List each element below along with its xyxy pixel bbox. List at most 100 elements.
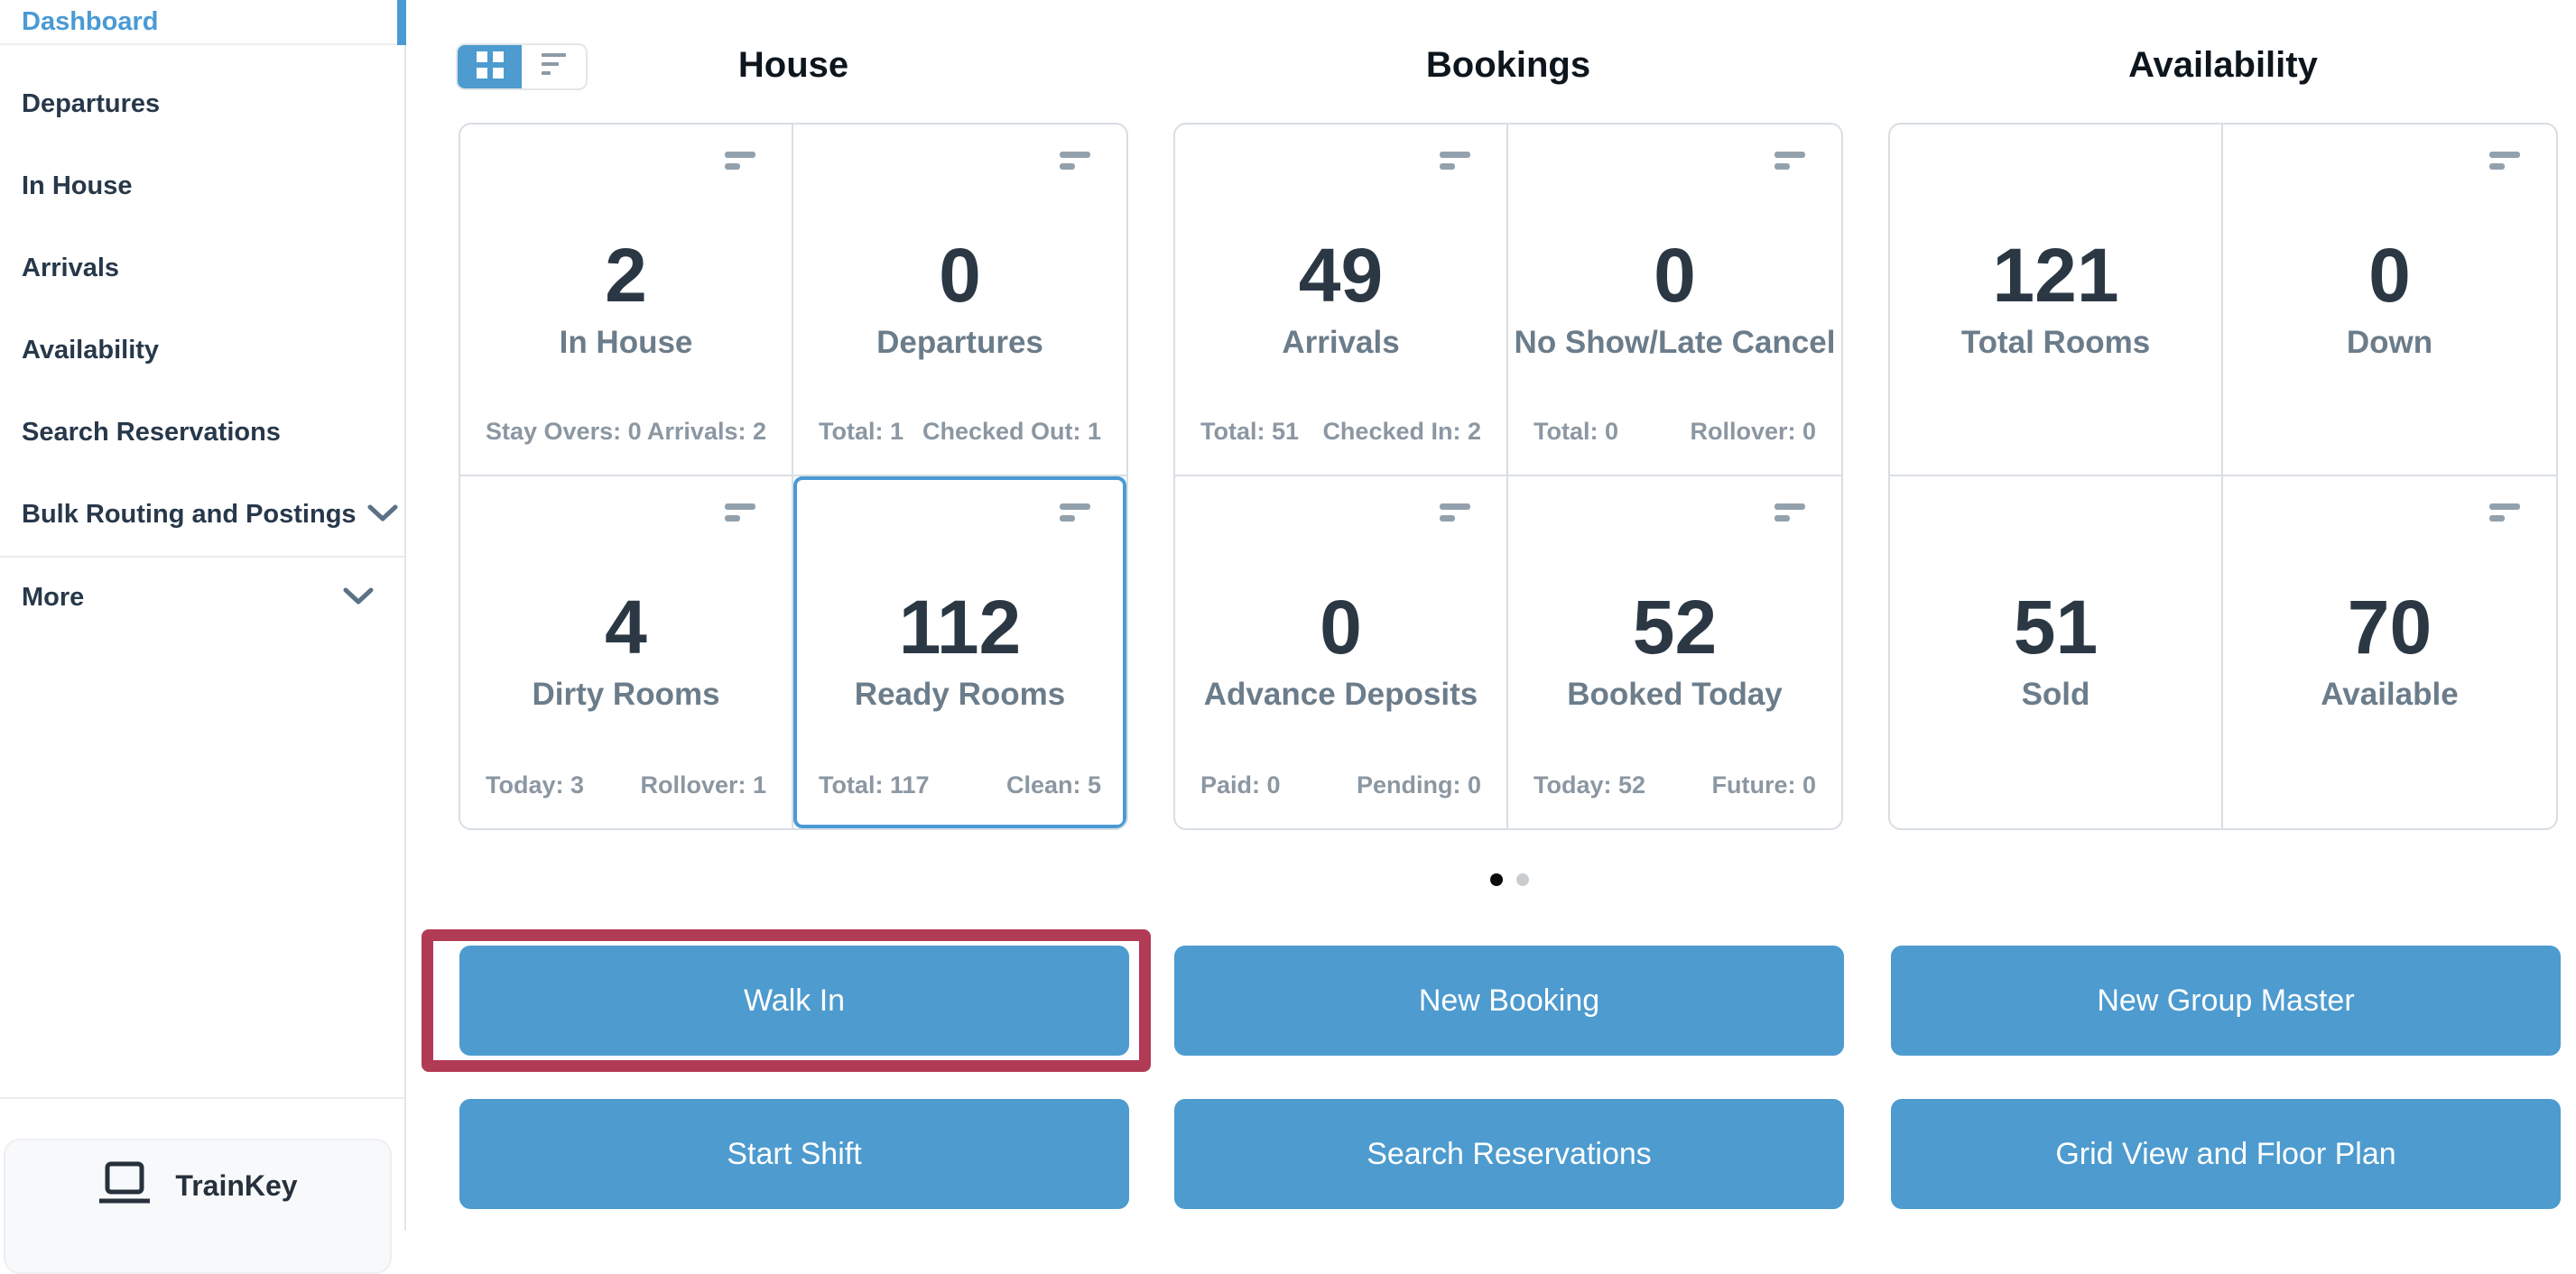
- sidebar-item-label: More: [22, 583, 85, 612]
- card-in-house[interactable]: 2 In House Stay Overs: 0 Arrivals: 2: [460, 125, 793, 476]
- chevron-down-icon: [343, 583, 374, 613]
- sidebar-item-label: Bulk Routing and Postings: [22, 500, 357, 529]
- card-value: 49: [1298, 233, 1384, 318]
- card-stat-left: Today: 52: [1534, 771, 1646, 799]
- card-stat-left: Total: 51: [1200, 418, 1300, 445]
- card-value: 52: [1632, 585, 1718, 669]
- card-stat-left: Stay Overs: 0: [486, 418, 642, 445]
- sidebar-item-bulk-routing[interactable]: Bulk Routing and Postings: [0, 474, 404, 556]
- card-value: 112: [898, 585, 1022, 669]
- sidebar-item-departures[interactable]: Departures: [0, 63, 404, 145]
- card-menu-icon[interactable]: [725, 503, 755, 522]
- card-label: Sold: [2021, 677, 2090, 712]
- section-title: House: [737, 45, 849, 85]
- start-shift-button[interactable]: Start Shift: [459, 1099, 1129, 1209]
- laptop-icon: [97, 1161, 152, 1211]
- sidebar-item-in-house[interactable]: In House: [0, 145, 404, 227]
- card-total-rooms[interactable]: 121 Total Rooms: [1890, 125, 2223, 476]
- card-stat-left: Paid: 0: [1200, 771, 1281, 799]
- trainkey-label: TrainKey: [175, 1169, 298, 1202]
- sidebar-item-availability[interactable]: Availability: [0, 309, 404, 392]
- card-label: Total Rooms: [1960, 325, 2151, 360]
- active-indicator-bar: [397, 0, 406, 45]
- card-label: Available: [2321, 677, 2459, 712]
- card-available[interactable]: 70 Available: [2223, 476, 2556, 828]
- section-bookings: Bookings 49 Arrivals Total: 51 Checked I…: [1173, 0, 1843, 830]
- trainkey-button[interactable]: TrainKey: [4, 1139, 392, 1274]
- sidebar-item-arrivals[interactable]: Arrivals: [0, 227, 404, 309]
- card-down[interactable]: 0 Down: [2223, 125, 2556, 476]
- card-ready-rooms[interactable]: 112 Ready Rooms Total: 117 Clean: 5: [793, 476, 1126, 828]
- card-label: Departures: [876, 325, 1043, 360]
- card-menu-icon[interactable]: [2489, 152, 2520, 170]
- carousel-dot-1[interactable]: [1489, 873, 1503, 886]
- card-value: 0: [1654, 233, 1696, 318]
- search-reservations-button[interactable]: Search Reservations: [1174, 1099, 1844, 1209]
- card-label: Ready Rooms: [854, 677, 1066, 712]
- section-title: Bookings: [1425, 45, 1591, 85]
- new-group-master-button[interactable]: New Group Master: [1891, 946, 2561, 1056]
- card-sold[interactable]: 51 Sold: [1890, 476, 2223, 828]
- card-label: Booked Today: [1567, 677, 1783, 712]
- sidebar-item-dashboard[interactable]: Dashboard: [0, 0, 406, 45]
- sidebar-divider: [0, 1097, 404, 1099]
- card-stat-right: Checked In: 2: [1322, 418, 1481, 445]
- card-stats: Paid: 0 Pending: 0: [1200, 771, 1481, 799]
- card-arrivals[interactable]: 49 Arrivals Total: 51 Checked In: 2: [1175, 125, 1508, 476]
- card-label: In House: [559, 325, 693, 360]
- sidebar-item-label: Availability: [22, 336, 160, 365]
- list-icon: [541, 52, 567, 81]
- card-dirty-rooms[interactable]: 4 Dirty Rooms Today: 3 Rollover: 1: [460, 476, 793, 828]
- section-house: House 2 In House Stay Overs: 0 Arrivals:…: [459, 0, 1128, 830]
- new-booking-button[interactable]: New Booking: [1174, 946, 1844, 1056]
- card-value: 0: [1320, 585, 1362, 669]
- card-menu-icon[interactable]: [1774, 152, 1805, 170]
- grid-view-floor-plan-button[interactable]: Grid View and Floor Plan: [1891, 1099, 2561, 1209]
- sidebar-item-label: Arrivals: [22, 254, 120, 282]
- card-menu-icon[interactable]: [1440, 152, 1470, 170]
- card-stat-right: Clean: 5: [1005, 771, 1101, 799]
- card-menu-icon[interactable]: [1774, 503, 1805, 522]
- card-value: 2: [605, 233, 647, 318]
- card-value: 70: [2347, 585, 2432, 669]
- card-value: 51: [2013, 585, 2099, 669]
- card-stat-right: Future: 0: [1711, 771, 1816, 799]
- card-stat-right: Rollover: 1: [640, 771, 766, 799]
- card-value: 0: [2368, 233, 2411, 318]
- card-value: 0: [939, 233, 981, 318]
- sidebar-item-more[interactable]: More: [0, 556, 404, 638]
- card-value: 121: [1992, 233, 2119, 318]
- card-label: No Show/Late Cancel: [1514, 325, 1836, 360]
- carousel-dots: [1174, 873, 1844, 886]
- card-booked-today[interactable]: 52 Booked Today Today: 52 Future: 0: [1508, 476, 1841, 828]
- list-view-toggle-button[interactable]: [522, 45, 586, 88]
- card-departures[interactable]: 0 Departures Total: 1 Checked Out: 1: [793, 125, 1126, 476]
- grid-view-toggle-button[interactable]: [458, 45, 522, 88]
- card-stat-right: Arrivals: 2: [646, 418, 766, 445]
- card-advance-deposits[interactable]: 0 Advance Deposits Paid: 0 Pending: 0: [1175, 476, 1508, 828]
- card-menu-icon[interactable]: [2489, 503, 2520, 522]
- availability-card-grid: 121 Total Rooms 0 Down 51 Sold 70 Availa…: [1888, 123, 2558, 830]
- card-stats: Stay Overs: 0 Arrivals: 2: [486, 418, 766, 446]
- card-stats: Today: 52 Future: 0: [1534, 771, 1816, 799]
- card-no-show-late-cancel[interactable]: 0 No Show/Late Cancel Total: 0 Rollover:…: [1508, 125, 1841, 476]
- card-label: Dirty Rooms: [532, 677, 720, 712]
- carousel-dot-2[interactable]: [1515, 873, 1529, 886]
- card-menu-icon[interactable]: [1060, 152, 1090, 170]
- card-stat-left: Today: 3: [486, 771, 585, 799]
- card-stat-right: Pending: 0: [1356, 771, 1481, 799]
- view-toggle: [456, 43, 588, 90]
- sidebar-item-label: Departures: [22, 89, 161, 118]
- card-stats: Total: 117 Clean: 5: [819, 771, 1101, 799]
- walk-in-button[interactable]: Walk In: [459, 946, 1129, 1056]
- sidebar-item-search-reservations[interactable]: Search Reservations: [0, 392, 404, 474]
- card-label: Advance Deposits: [1203, 677, 1478, 712]
- card-menu-icon[interactable]: [1440, 503, 1470, 522]
- section-title: Availability: [2128, 45, 2318, 85]
- card-label: Down: [2346, 325, 2433, 360]
- card-stat-left: Total: 117: [819, 771, 930, 799]
- card-menu-icon[interactable]: [725, 152, 755, 170]
- sidebar-item-label: Search Reservations: [22, 418, 281, 447]
- card-stat-right: Checked Out: 1: [922, 418, 1101, 445]
- card-menu-icon[interactable]: [1060, 503, 1090, 522]
